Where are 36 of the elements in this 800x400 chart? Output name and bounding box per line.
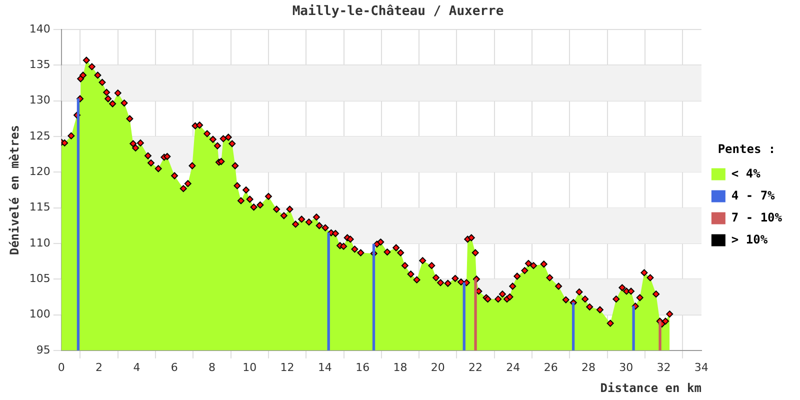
x-tick-label: 16 [356, 360, 370, 374]
x-tick-label: 26 [544, 360, 558, 374]
chart-title: Mailly-le-Château / Auxerre [292, 4, 504, 20]
x-tick-label: 14 [318, 360, 332, 374]
x-tick-label: 20 [430, 360, 445, 374]
legend-label: < 4% [731, 166, 762, 180]
legend-label: > 10% [731, 232, 768, 246]
y-axis-title: Dénivelé en mètres [7, 124, 22, 256]
x-tick-label: 30 [619, 360, 634, 374]
x-tick-label: 4 [133, 360, 140, 374]
y-tick-label: 115 [29, 200, 50, 214]
legend-label: 4 - 7% [731, 188, 776, 202]
x-tick-label: 28 [581, 360, 596, 374]
y-tick-label: 95 [36, 343, 50, 356]
x-tick-label: 0 [58, 360, 65, 374]
y-tick-label: 120 [29, 165, 50, 178]
legend-label: 7 - 10% [731, 210, 783, 224]
legend-title: Pentes : [718, 142, 776, 156]
x-tick-label: 34 [694, 360, 708, 374]
x-tick-label: 32 [656, 360, 671, 374]
y-tick-label: 105 [29, 272, 50, 285]
x-tick-label: 8 [208, 360, 216, 374]
x-tick-label: 6 [170, 360, 178, 374]
y-tick-label: 110 [29, 236, 50, 250]
x-tick-label: 10 [242, 360, 257, 374]
x-tick-label: 18 [393, 360, 408, 374]
y-tick-label: 100 [29, 308, 50, 321]
x-tick-label: 2 [96, 360, 103, 374]
x-tick-label: 12 [280, 360, 294, 374]
y-tick-label: 140 [29, 22, 50, 36]
y-tick-label: 130 [29, 94, 50, 107]
x-axis-title: Distance en km [600, 380, 702, 395]
y-tick-label: 125 [29, 129, 50, 142]
x-tick-label: 24 [506, 360, 520, 374]
x-tick-label: 22 [468, 360, 483, 374]
y-tick-label: 135 [29, 58, 50, 72]
